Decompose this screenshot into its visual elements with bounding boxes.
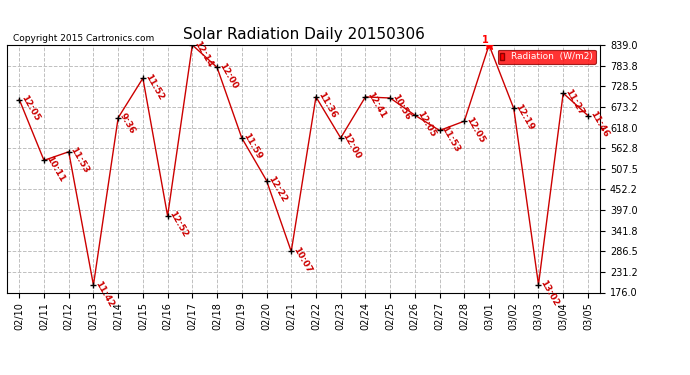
Text: 11:36: 11:36 [316,91,338,120]
Text: 12:19: 12:19 [514,102,536,132]
Title: Solar Radiation Daily 20150306: Solar Radiation Daily 20150306 [183,27,424,42]
Text: Copyright 2015 Cartronics.com: Copyright 2015 Cartronics.com [13,33,154,42]
Text: 13:02: 13:02 [538,279,560,308]
Text: 11:53: 11:53 [440,124,462,154]
Text: 12:52: 12:52 [168,210,190,239]
Text: 9:36: 9:36 [118,112,137,136]
Text: 11:53: 11:53 [69,146,91,175]
Text: 11:42: 11:42 [93,279,116,309]
Text: 11:52: 11:52 [143,72,165,102]
Text: 12:14: 12:14 [193,39,215,68]
Text: 1: 1 [482,35,489,45]
Text: 12:00: 12:00 [341,132,363,161]
Text: 10:11: 10:11 [44,154,66,183]
Text: 11:27: 11:27 [563,87,585,117]
Text: 12:41: 12:41 [366,91,388,120]
Text: 11:46: 11:46 [588,110,610,139]
Legend: Radiation  (W/m2): Radiation (W/m2) [497,50,595,64]
Text: 11:59: 11:59 [241,132,264,161]
Text: 10:56: 10:56 [390,92,412,121]
Text: 12:00: 12:00 [217,62,239,90]
Text: 12:05: 12:05 [415,109,437,138]
Text: 12:22: 12:22 [266,174,288,204]
Text: 10:07: 10:07 [291,246,313,274]
Text: 12:05: 12:05 [464,115,486,144]
Text: 12:05: 12:05 [19,93,41,123]
